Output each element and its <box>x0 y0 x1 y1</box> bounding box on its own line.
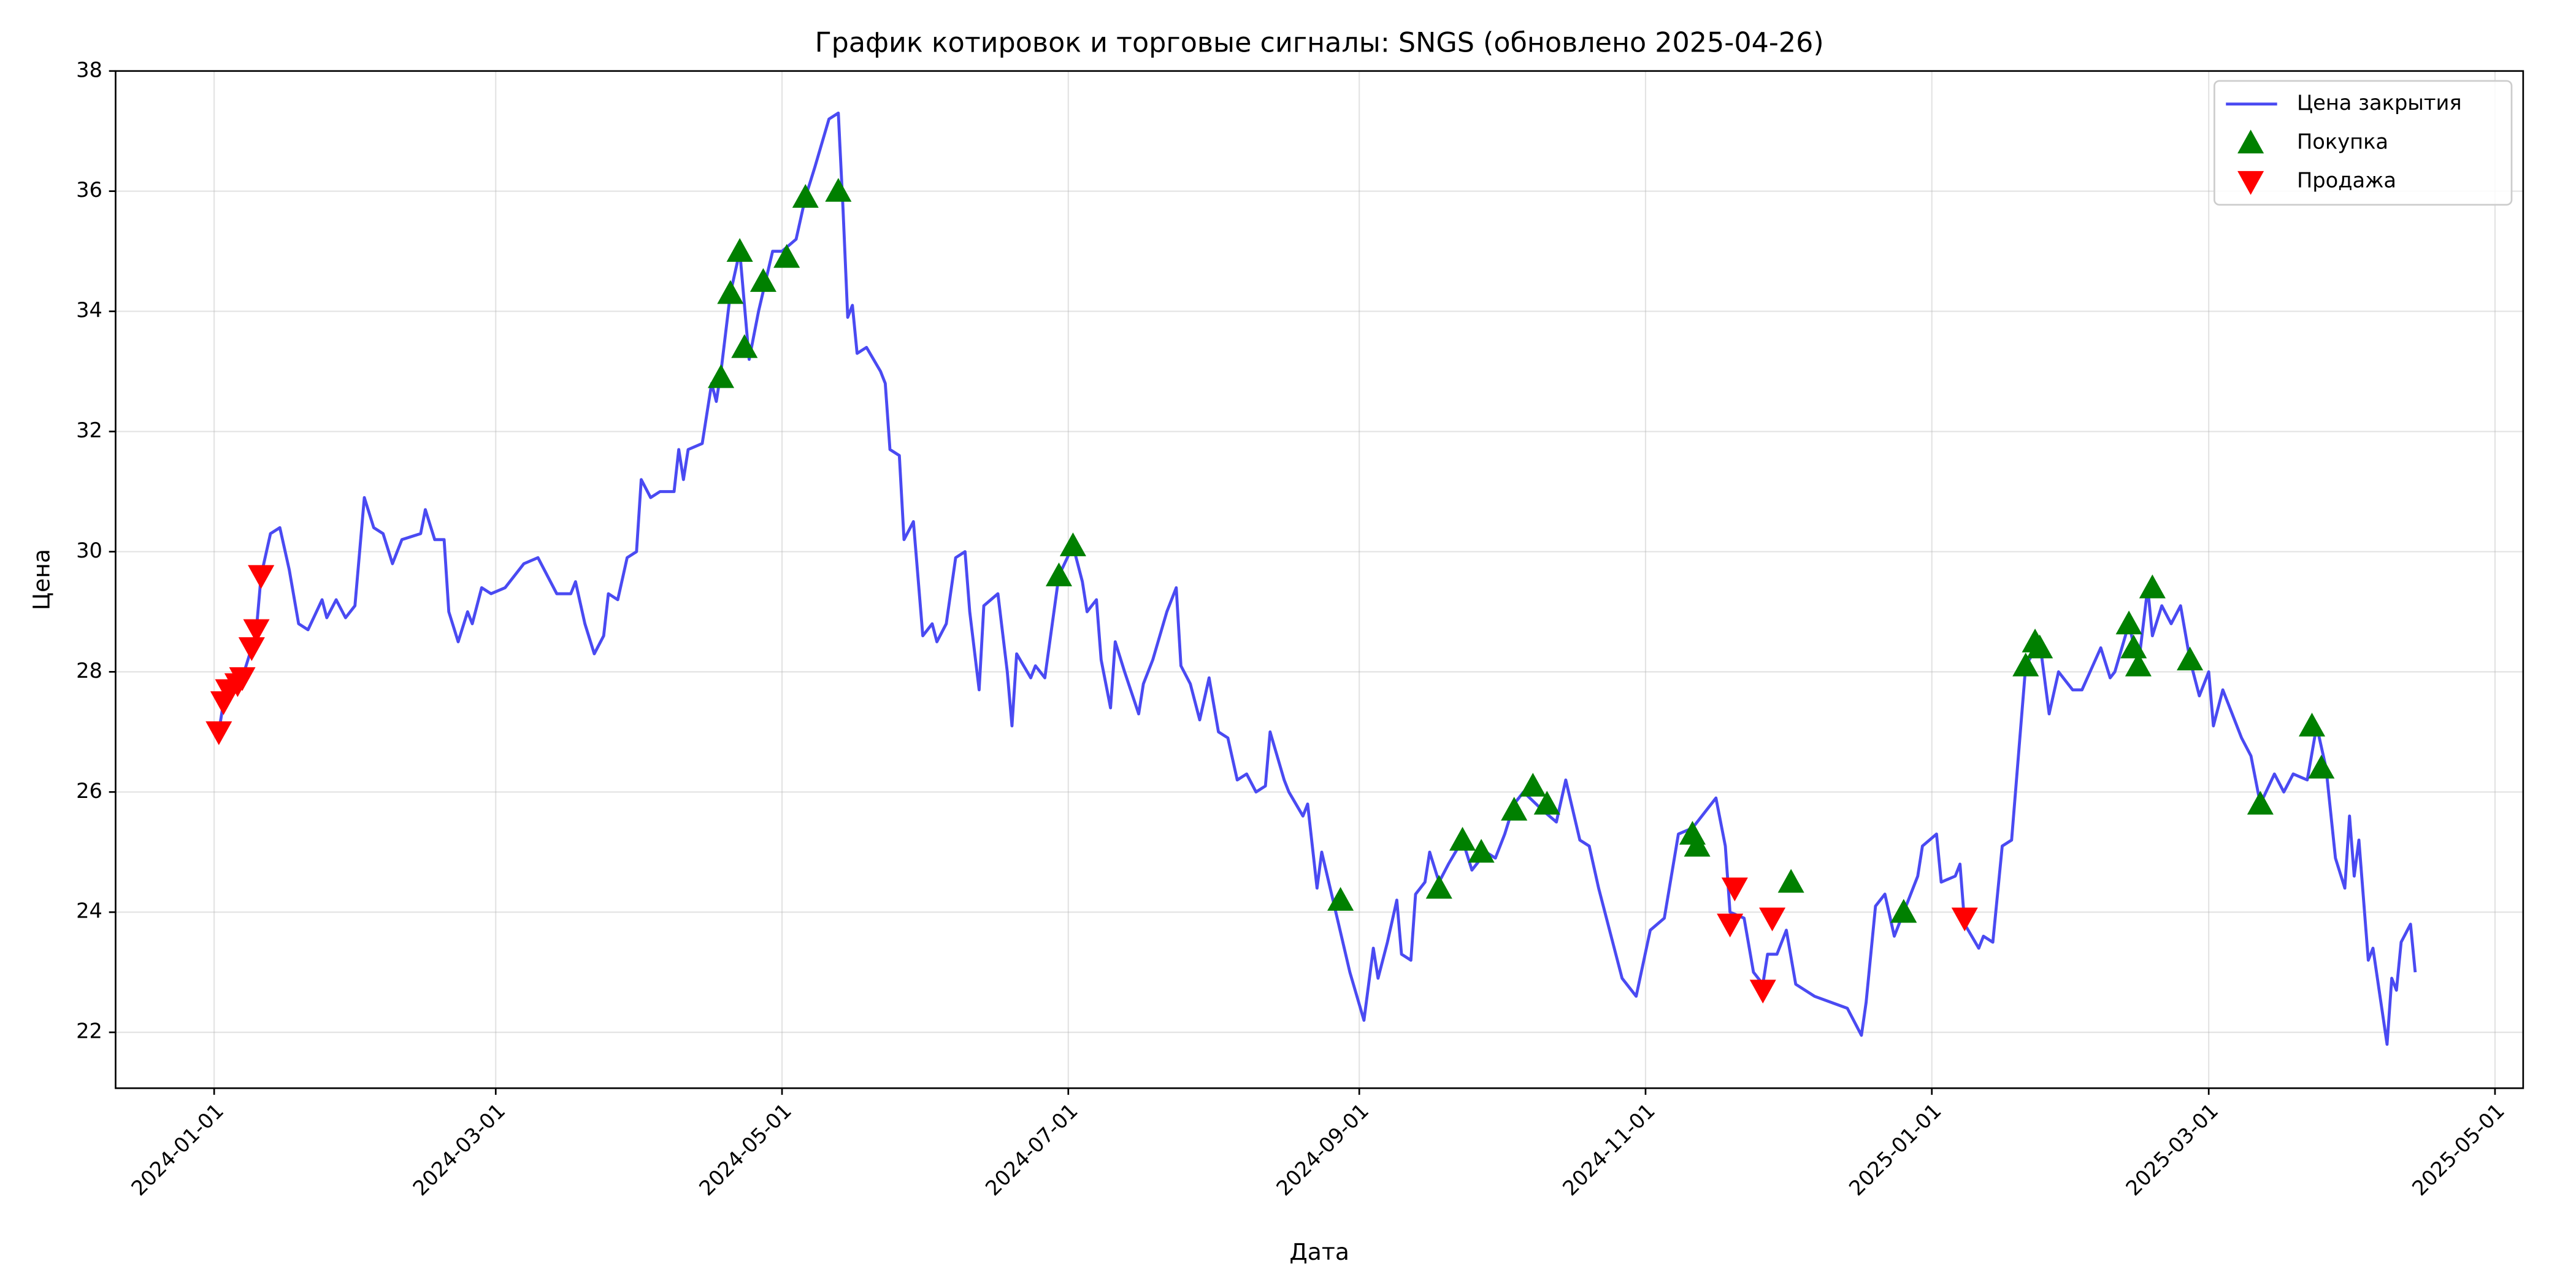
legend-box <box>2214 80 2513 206</box>
signal-marker <box>1327 887 1354 911</box>
signal-marker <box>1951 907 1978 932</box>
y-tick-label: 36 <box>76 178 102 202</box>
signal-marker <box>708 364 735 388</box>
legend-label: Покупка <box>2297 129 2388 153</box>
signal-marker <box>1721 877 1748 902</box>
signal-marker <box>238 637 265 661</box>
signal-marker <box>243 619 270 643</box>
signal-marker <box>1501 797 1528 821</box>
plot-frame <box>115 70 2524 1089</box>
chart-title: График котировок и торговые сигналы: SNG… <box>815 28 1824 59</box>
signal-marker <box>731 334 758 358</box>
signal-marker <box>1059 532 1086 556</box>
signal-marker <box>1533 791 1560 815</box>
signal-marker <box>229 667 256 691</box>
signal-marker <box>2125 653 2152 677</box>
signal-marker <box>749 268 776 292</box>
signal-marker <box>1045 562 1073 586</box>
signal-marker <box>717 280 744 304</box>
signal-marker <box>205 721 232 745</box>
y-tick-label: 32 <box>76 418 102 442</box>
legend-label: Продажа <box>2297 169 2396 193</box>
signal-marker <box>1519 772 1546 797</box>
legend-label: Цена закрытия <box>2297 91 2462 115</box>
signal-marker <box>2139 574 2166 599</box>
y-axis-label: Цена <box>28 549 55 610</box>
x-axis-label: Дата <box>1289 1238 1349 1265</box>
signal-marker <box>2308 754 2335 779</box>
signal-marker <box>1717 913 1744 938</box>
signal-marker <box>2115 610 2142 635</box>
y-tick-label: 28 <box>76 659 102 683</box>
y-tick-label: 34 <box>76 298 102 322</box>
signal-marker <box>1890 899 1917 923</box>
signal-marker <box>1468 838 1495 863</box>
y-tick-label: 24 <box>76 899 102 923</box>
signal-marker <box>1449 827 1476 851</box>
y-tick-label: 38 <box>76 58 102 82</box>
signal-marker <box>1759 907 1786 932</box>
signal-marker <box>1425 875 1452 899</box>
signal-marker <box>825 178 852 202</box>
signal-marker <box>2298 712 2326 737</box>
signal-marker <box>792 183 819 208</box>
y-tick-label: 26 <box>76 779 102 803</box>
signal-marker <box>726 238 753 262</box>
signal-marker <box>2012 653 2039 677</box>
signal-marker <box>248 565 275 589</box>
legend: Цена закрытия Покупка Продажа <box>2214 80 2513 206</box>
signal-marker <box>2026 634 2053 659</box>
signal-marker <box>2120 634 2147 659</box>
signal-marker <box>1777 868 1804 893</box>
signal-marker <box>2247 791 2274 815</box>
signal-marker <box>1749 979 1776 1004</box>
y-tick-label: 22 <box>76 1019 102 1043</box>
signal-marker <box>773 243 800 268</box>
price-line <box>217 111 2417 1046</box>
legend-swatch <box>2237 129 2264 154</box>
signal-marker <box>1684 832 1711 857</box>
y-tick-label: 30 <box>76 539 102 562</box>
legend-swatch <box>2237 171 2264 195</box>
signal-marker <box>2177 646 2204 671</box>
